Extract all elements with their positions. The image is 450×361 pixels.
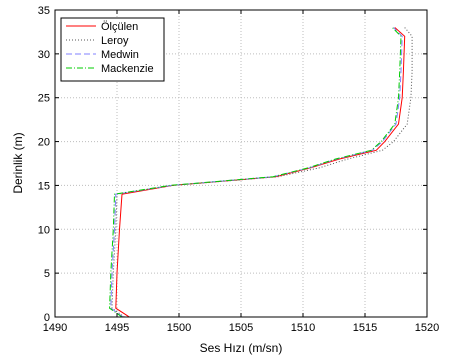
x-tick-label: 1490 xyxy=(43,322,67,334)
x-tick-label: 1515 xyxy=(353,322,377,334)
legend-label-leroy: Leroy xyxy=(101,35,129,47)
legend-label-medwin: Medwin xyxy=(101,49,139,61)
legend: Ölçülen Leroy Medwin Mackenzie xyxy=(60,17,165,82)
legend-label-mackenzie: Mackenzie xyxy=(101,63,154,75)
x-tick-label: 1505 xyxy=(229,322,253,334)
x-tick-label: 1495 xyxy=(105,322,129,334)
legend-label-l-len: Ölçülen xyxy=(101,21,138,33)
y-tick-label: 20 xyxy=(38,137,50,149)
grid xyxy=(55,10,427,317)
y-tick-labels: 0 5 10 15 20 25 30 35 xyxy=(38,5,50,324)
y-axis-label: Derinlik (m) xyxy=(11,132,25,193)
y-tick-label: 0 xyxy=(44,312,50,324)
y-tick-label: 30 xyxy=(38,49,50,61)
x-tick-labels: 1490 1495 1500 1505 1510 1515 1520 xyxy=(43,322,439,334)
series-lines xyxy=(109,27,413,318)
x-tick-label: 1510 xyxy=(291,322,315,334)
legend-box xyxy=(60,17,165,82)
x-tick-label: 1500 xyxy=(167,322,191,334)
ticks xyxy=(54,9,428,318)
series-line-medwin xyxy=(110,27,403,318)
series-line-mackenzie xyxy=(109,27,402,318)
y-tick-label: 25 xyxy=(38,93,50,105)
x-tick-label: 1520 xyxy=(415,322,439,334)
y-tick-label: 5 xyxy=(44,268,50,280)
x-axis-label: Ses Hızı (m/sn) xyxy=(200,341,283,355)
y-tick-label: 35 xyxy=(38,5,50,17)
y-tick-label: 10 xyxy=(38,224,50,236)
series-line-l-len xyxy=(115,27,406,318)
series-line-leroy xyxy=(111,27,413,318)
y-tick-label: 15 xyxy=(38,180,50,192)
